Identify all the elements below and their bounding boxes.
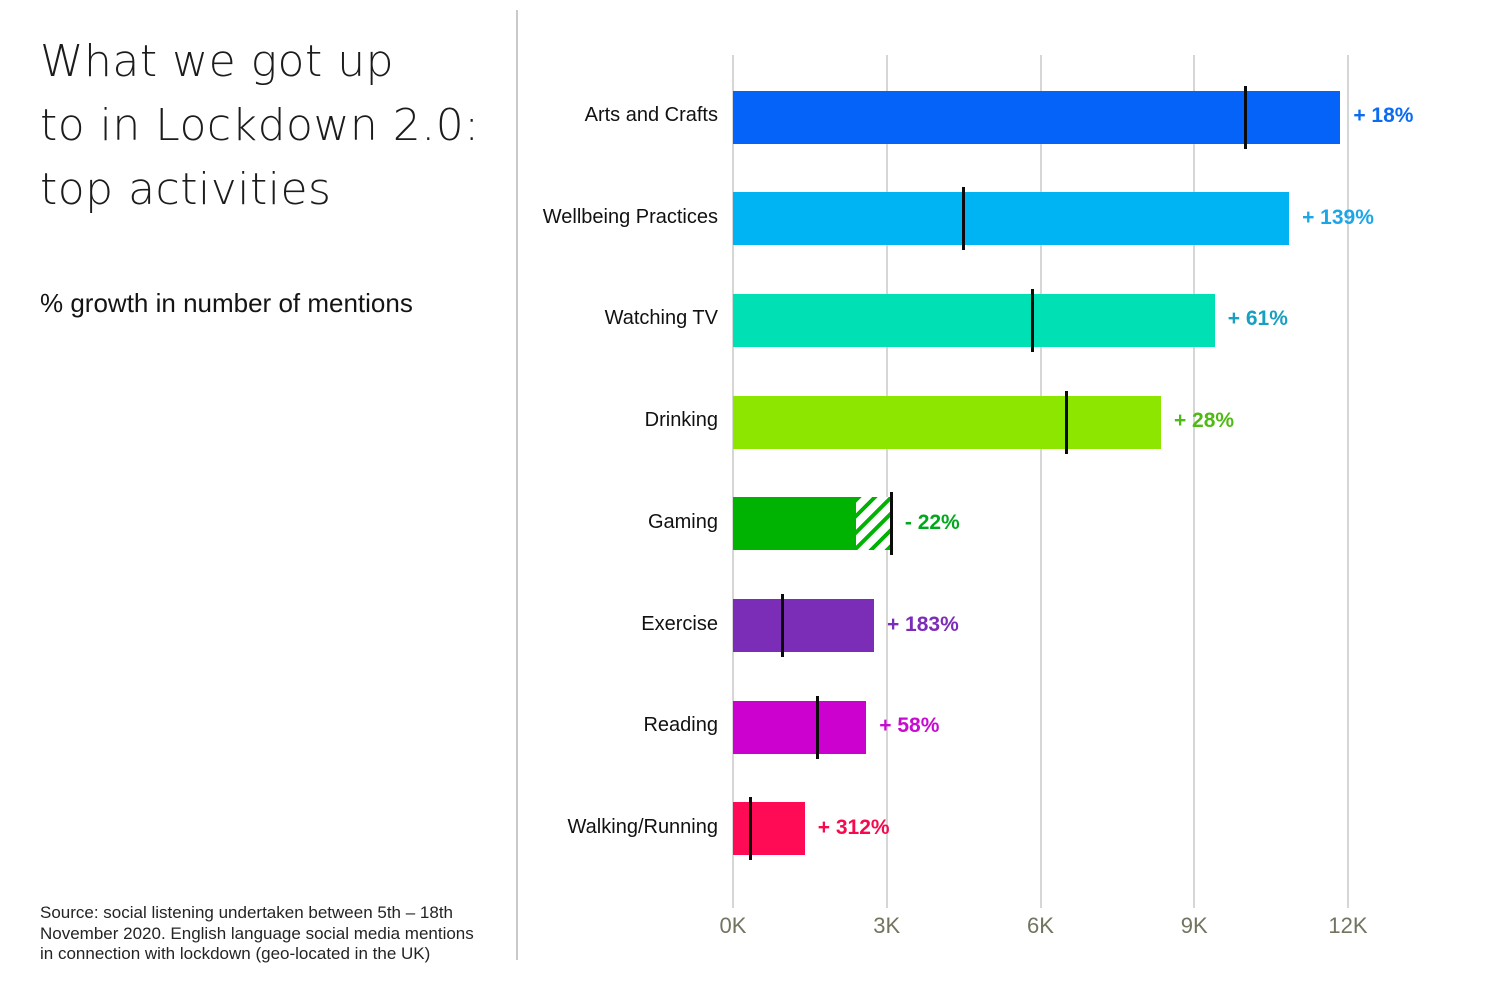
category-label-reading: Reading <box>643 714 718 737</box>
bar-walking-running <box>733 802 805 856</box>
baseline-tick-reading <box>816 695 820 759</box>
category-label-exercise: Exercise <box>641 612 718 635</box>
decline-hatch-gaming <box>856 497 892 551</box>
growth-label-gaming: - 22% <box>904 510 960 534</box>
title-line-3: top activities <box>40 164 332 215</box>
category-label-watching-tv: Watching TV <box>604 307 718 330</box>
gridline-3k <box>885 55 888 908</box>
growth-label-watching-tv: + 61% <box>1227 307 1288 331</box>
x-axis-label-12k: 12K <box>1328 913 1368 938</box>
category-label-gaming: Gaming <box>647 510 718 533</box>
source-line-1: Source: social listening undertaken betw… <box>40 903 453 922</box>
baseline-tick-walking-running <box>749 797 753 861</box>
chart-subtitle: % growth in number of mentions <box>40 288 413 318</box>
growth-label-reading: + 58% <box>879 714 940 738</box>
bar-drinking <box>733 395 1161 449</box>
title-line-2: to in Lockdown 2.0: <box>40 100 480 151</box>
source-line-2: November 2020. English language social m… <box>40 923 474 943</box>
bar-gaming <box>733 497 856 551</box>
category-label-wellbeing-practices: Wellbeing Practices <box>542 205 718 228</box>
bar-reading <box>733 700 867 754</box>
gridline-12k <box>1347 55 1349 908</box>
bar-exercise <box>733 599 874 652</box>
x-axis-label-6k: 6K <box>1027 913 1054 938</box>
baseline-tick-gaming <box>890 492 894 556</box>
baseline-tick-arts-and-crafts <box>1244 85 1247 149</box>
gridline-6k <box>1039 55 1042 908</box>
title-line-1: What we got up <box>40 36 395 87</box>
gridline-9k <box>1193 55 1196 908</box>
growth-label-arts-and-crafts: + 18% <box>1353 104 1414 127</box>
baseline-tick-drinking <box>1064 390 1068 454</box>
bar-arts-and-crafts <box>733 90 1341 144</box>
baseline-tick-watching-tv <box>1031 288 1035 352</box>
bar-wellbeing-practices <box>733 192 1290 246</box>
growth-label-drinking: + 28% <box>1173 409 1235 433</box>
vertical-divider <box>516 10 518 960</box>
category-label-arts-and-crafts: Arts and Crafts <box>584 104 718 126</box>
baseline-tick-exercise <box>781 594 785 657</box>
x-axis-label-3k: 3K <box>873 913 901 938</box>
source-line-3: in connection with lockdown (geo-located… <box>40 944 431 963</box>
growth-label-wellbeing-practices: + 139% <box>1302 205 1374 229</box>
x-axis-label-0k: 0K <box>719 913 747 938</box>
bar-watching-tv <box>733 293 1215 347</box>
growth-label-exercise: + 183% <box>886 612 959 636</box>
page-title: What we got up to in Lockdown 2.0: top a… <box>40 30 510 222</box>
baseline-tick-wellbeing-practices <box>962 187 966 251</box>
category-label-walking-running: Walking/Running <box>567 815 718 838</box>
category-label-drinking: Drinking <box>644 409 718 432</box>
gridline-0k <box>732 55 734 908</box>
growth-label-walking-running: + 312% <box>817 815 890 839</box>
x-axis-label-9k: 9K <box>1180 913 1208 938</box>
source-note: Source: social listening undertaken betw… <box>40 903 510 965</box>
